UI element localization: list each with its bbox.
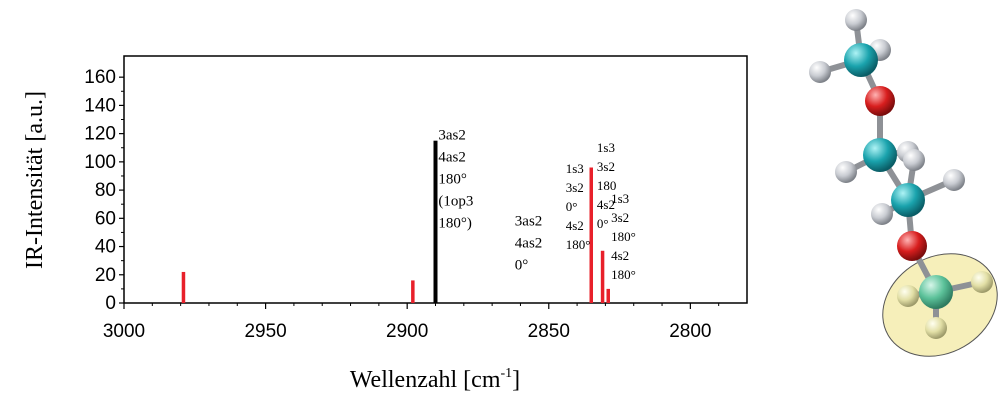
carbon-atom <box>863 138 897 172</box>
highlight-hydrogen-atom <box>925 317 947 339</box>
y-axis-title: IR-Intensität [a.u.] <box>22 91 48 269</box>
x-tick-label: 2950 <box>244 321 286 342</box>
peak-annotation: 1s3 3s2 180 4s2 0° <box>597 140 617 231</box>
peak-annotation: 1s3 3s2 0° 4s2 180° <box>566 161 591 252</box>
y-tick-label: 60 <box>95 208 116 229</box>
y-tick-label: 20 <box>95 265 116 286</box>
oxygen-atom <box>897 231 927 261</box>
spectrum-bar <box>589 167 593 303</box>
x-axis-title: Wellenzahl [cm-1] <box>350 366 520 393</box>
highlight-hydrogen-atom <box>971 271 993 293</box>
x-axis-ticks: 3000 2950 2900 2850 2800 <box>103 303 720 342</box>
spectrum-bar <box>433 140 438 303</box>
hydrogen-atom <box>845 9 867 31</box>
spectrum-bar <box>606 288 610 303</box>
y-tick-label: 100 <box>84 152 116 173</box>
spectrum-bar <box>181 271 186 303</box>
y-tick-label: 80 <box>95 180 116 201</box>
y-tick-label: 140 <box>84 95 116 116</box>
hydrogen-atom <box>835 161 857 183</box>
x-tick-label: 2850 <box>528 321 570 342</box>
ir-spectrum-chart: 0 20 40 60 80 100 120 140 160 3000 2950 2900 2850 28… <box>22 55 748 393</box>
y-axis-ticks: 0 20 40 60 80 100 120 140 160 <box>84 67 124 314</box>
x-tick-label: 2900 <box>386 321 428 342</box>
spectrum-bar <box>600 250 605 303</box>
atoms <box>809 9 993 339</box>
x-tick-label: 2800 <box>669 321 711 342</box>
carbon-atom <box>891 183 925 217</box>
hydrogen-atom <box>871 203 893 225</box>
carbon-atom <box>844 43 878 77</box>
y-tick-label: 120 <box>84 124 116 145</box>
peak-annotation: 1s3 3s2 180° 4s2 180° <box>611 191 636 282</box>
highlight-carbon-atom <box>919 275 953 309</box>
peak-annotation: 3as2 4as2 0° <box>515 213 543 273</box>
hydrogen-atom <box>809 61 831 83</box>
hydrogen-atom <box>943 169 965 191</box>
peak-annotation: 3as2 4as2 180° (1op3 180°) <box>438 127 473 231</box>
molecule-illustration <box>809 9 998 357</box>
y-tick-label: 160 <box>84 67 116 88</box>
spectrum-bar <box>411 280 415 303</box>
y-tick-label: 0 <box>105 293 116 314</box>
highlight-hydrogen-atom <box>897 285 919 307</box>
x-tick-label: 3000 <box>103 321 145 342</box>
hydrogen-atom <box>903 149 925 171</box>
y-tick-label: 40 <box>95 237 116 258</box>
annotations: 3as2 4as2 180° (1op3 180°) 3as2 4as2 0° 1s3 3s2 0°… <box>438 127 635 282</box>
oxygen-atom <box>865 86 895 116</box>
bars <box>181 140 610 303</box>
